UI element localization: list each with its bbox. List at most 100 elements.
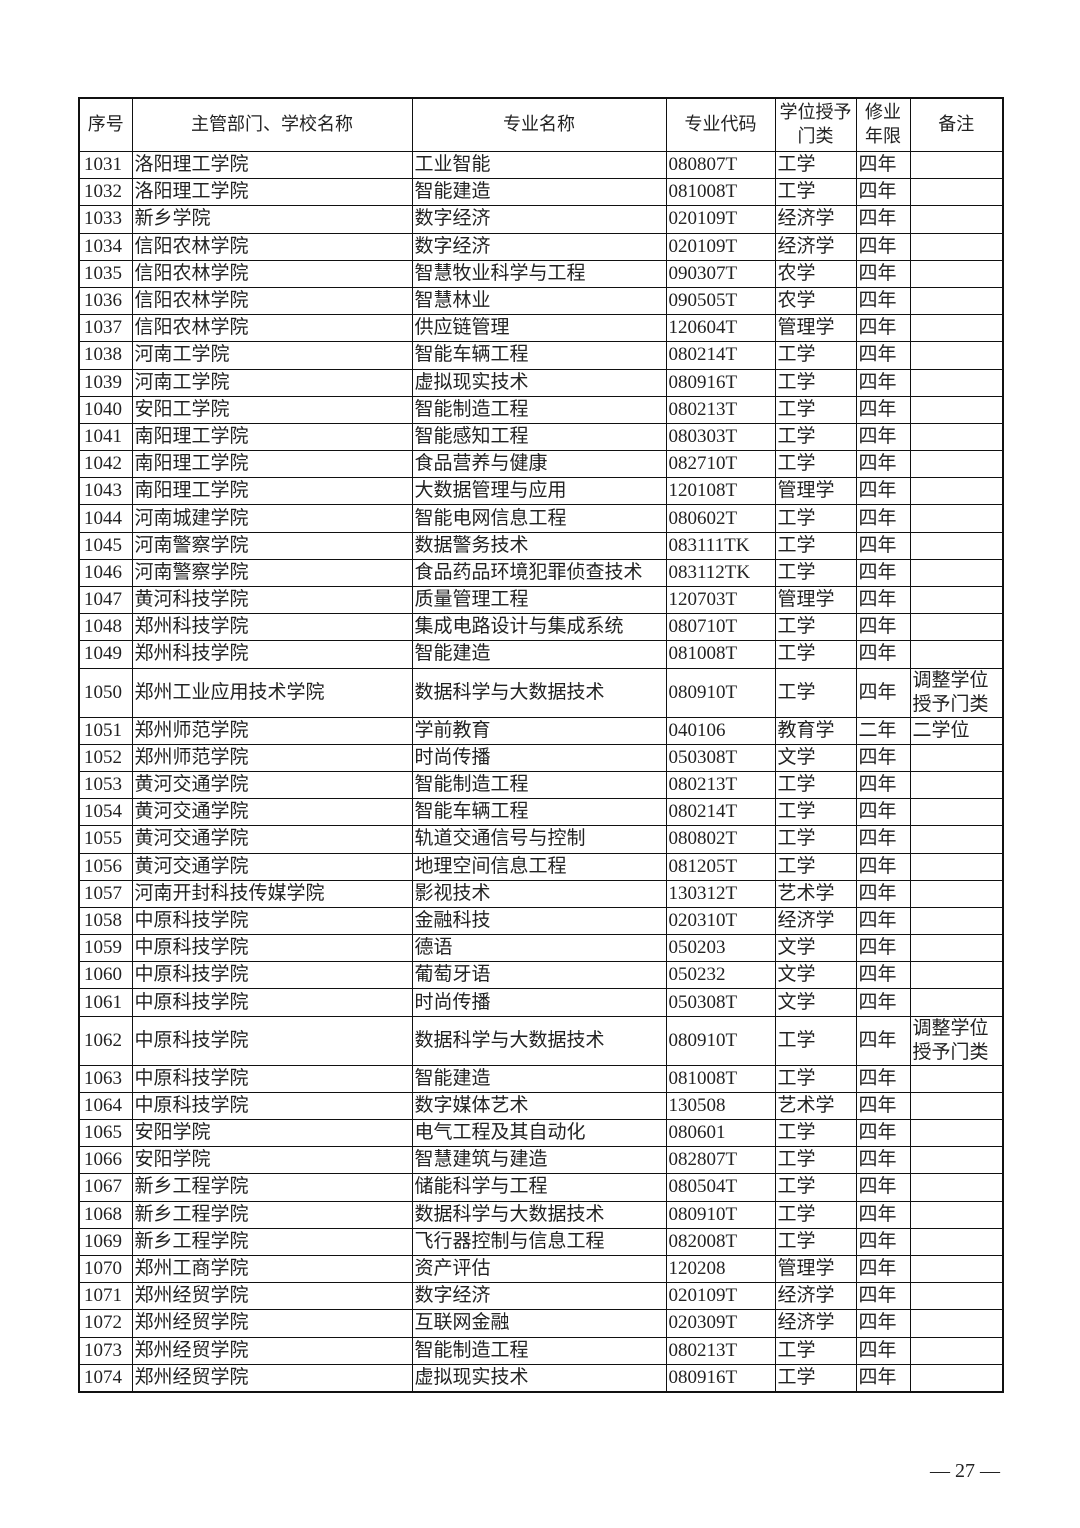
table-row: 1053 黄河交通学院 智能制造工程 080213T 工学 四年 bbox=[78, 770, 1004, 800]
study-duration: 四年 bbox=[855, 286, 911, 316]
degree-category: 工学 bbox=[774, 770, 857, 800]
row-index: 1044 bbox=[78, 504, 133, 533]
major-code: 082710T bbox=[665, 450, 776, 479]
degree-category: 工学 bbox=[774, 1173, 857, 1202]
major-name: 数字媒体艺术 bbox=[411, 1091, 667, 1121]
note: 调整学位授予门类 bbox=[909, 1015, 1004, 1066]
degree-category: 工学 bbox=[774, 531, 857, 560]
study-duration: 四年 bbox=[855, 852, 911, 881]
degree-category: 管理学 bbox=[774, 585, 857, 615]
row-index: 1034 bbox=[78, 232, 133, 261]
major-name: 虚拟现实技术 bbox=[411, 368, 667, 397]
school-name: 河南工学院 bbox=[131, 368, 413, 397]
major-code: 083111TK bbox=[665, 531, 776, 560]
school-name: 郑州师范学院 bbox=[131, 743, 413, 772]
study-duration: 四年 bbox=[855, 743, 911, 772]
degree-category: 工学 bbox=[774, 422, 857, 452]
row-index: 1063 bbox=[78, 1064, 133, 1093]
school-name: 洛阳理工学院 bbox=[131, 150, 413, 180]
major-code: 130508 bbox=[665, 1091, 776, 1121]
major-code: 080601 bbox=[665, 1118, 776, 1148]
note bbox=[909, 906, 1004, 936]
study-duration: 四年 bbox=[855, 934, 911, 963]
row-index: 1058 bbox=[78, 906, 133, 936]
row-index: 1056 bbox=[78, 852, 133, 881]
note bbox=[909, 988, 1004, 1017]
degree-category: 文学 bbox=[774, 961, 857, 990]
study-duration: 四年 bbox=[855, 879, 911, 908]
degree-category: 工学 bbox=[774, 178, 857, 207]
note bbox=[909, 825, 1004, 854]
school-name: 安阳工学院 bbox=[131, 395, 413, 424]
study-duration: 四年 bbox=[855, 825, 911, 854]
row-index: 1059 bbox=[78, 934, 133, 963]
school-name: 新乡工程学院 bbox=[131, 1200, 413, 1229]
major-name: 食品药品环境犯罪侦查技术 bbox=[411, 558, 667, 588]
study-duration: 四年 bbox=[855, 1091, 911, 1121]
row-index: 1033 bbox=[78, 205, 133, 234]
study-duration: 四年 bbox=[855, 450, 911, 479]
school-name: 安阳学院 bbox=[131, 1146, 413, 1175]
major-name: 大数据管理与应用 bbox=[411, 477, 667, 506]
header-code: 专业代码 bbox=[665, 97, 776, 152]
table-row: 1058 中原科技学院 金融科技 020310T 经济学 四年 bbox=[78, 906, 1004, 936]
header-major: 专业名称 bbox=[411, 97, 667, 152]
major-name: 智能车辆工程 bbox=[411, 798, 667, 827]
major-code: 080910T bbox=[665, 667, 776, 718]
degree-category: 经济学 bbox=[774, 1309, 857, 1338]
row-index: 1046 bbox=[78, 558, 133, 588]
major-code: 020109T bbox=[665, 1282, 776, 1311]
table-row: 1065 安阳学院 电气工程及其自动化 080601 工学 四年 bbox=[78, 1118, 1004, 1148]
major-code: 080916T bbox=[665, 1363, 776, 1393]
major-code: 090505T bbox=[665, 286, 776, 316]
major-name: 飞行器控制与信息工程 bbox=[411, 1227, 667, 1256]
note bbox=[909, 1363, 1004, 1393]
table-row: 1050 郑州工业应用技术学院 数据科学与大数据技术 080910T 工学 四年 调整学位授… bbox=[78, 667, 1004, 718]
note bbox=[909, 477, 1004, 506]
table-row: 1036 信阳农林学院 智慧林业 090505T 农学 四年 bbox=[78, 286, 1004, 316]
study-duration: 四年 bbox=[855, 558, 911, 588]
major-code: 081008T bbox=[665, 640, 776, 669]
note bbox=[909, 1309, 1004, 1338]
major-code: 080214T bbox=[665, 341, 776, 370]
row-index: 1047 bbox=[78, 585, 133, 615]
school-name: 河南警察学院 bbox=[131, 558, 413, 588]
degree-category: 工学 bbox=[774, 150, 857, 180]
school-name: 信阳农林学院 bbox=[131, 286, 413, 316]
degree-category: 工学 bbox=[774, 667, 857, 718]
study-duration: 四年 bbox=[855, 1336, 911, 1365]
major-code: 050308T bbox=[665, 743, 776, 772]
table-row: 1055 黄河交通学院 轨道交通信号与控制 080802T 工学 四年 bbox=[78, 825, 1004, 854]
school-name: 郑州经贸学院 bbox=[131, 1336, 413, 1365]
table-row: 1051 郑州师范学院 学前教育 040106 教育学 二年 二学位 bbox=[78, 716, 1004, 745]
school-name: 南阳理工学院 bbox=[131, 450, 413, 479]
table-row: 1045 河南警察学院 数据警务技术 083111TK 工学 四年 bbox=[78, 531, 1004, 560]
note bbox=[909, 395, 1004, 424]
row-index: 1072 bbox=[78, 1309, 133, 1338]
study-duration: 四年 bbox=[855, 1064, 911, 1093]
note bbox=[909, 613, 1004, 642]
degree-category: 工学 bbox=[774, 341, 857, 370]
school-name: 河南开封科技传媒学院 bbox=[131, 879, 413, 908]
table-row: 1047 黄河科技学院 质量管理工程 120703T 管理学 四年 bbox=[78, 585, 1004, 615]
row-index: 1066 bbox=[78, 1146, 133, 1175]
school-name: 郑州工商学院 bbox=[131, 1254, 413, 1284]
major-name: 智慧牧业科学与工程 bbox=[411, 259, 667, 288]
table-row: 1057 河南开封科技传媒学院 影视技术 130312T 艺术学 四年 bbox=[78, 879, 1004, 908]
school-name: 河南城建学院 bbox=[131, 504, 413, 533]
major-name: 时尚传播 bbox=[411, 743, 667, 772]
degree-category: 经济学 bbox=[774, 906, 857, 936]
table-row: 1072 郑州经贸学院 互联网金融 020309T 经济学 四年 bbox=[78, 1309, 1004, 1338]
row-index: 1055 bbox=[78, 825, 133, 854]
study-duration: 四年 bbox=[855, 1254, 911, 1284]
study-duration: 四年 bbox=[855, 314, 911, 343]
row-index: 1069 bbox=[78, 1227, 133, 1256]
major-code: 080213T bbox=[665, 770, 776, 800]
major-code: 080214T bbox=[665, 798, 776, 827]
row-index: 1049 bbox=[78, 640, 133, 669]
major-name: 地理空间信息工程 bbox=[411, 852, 667, 881]
major-name: 储能科学与工程 bbox=[411, 1173, 667, 1202]
note bbox=[909, 259, 1004, 288]
school-name: 中原科技学院 bbox=[131, 1015, 413, 1066]
major-name: 互联网金融 bbox=[411, 1309, 667, 1338]
